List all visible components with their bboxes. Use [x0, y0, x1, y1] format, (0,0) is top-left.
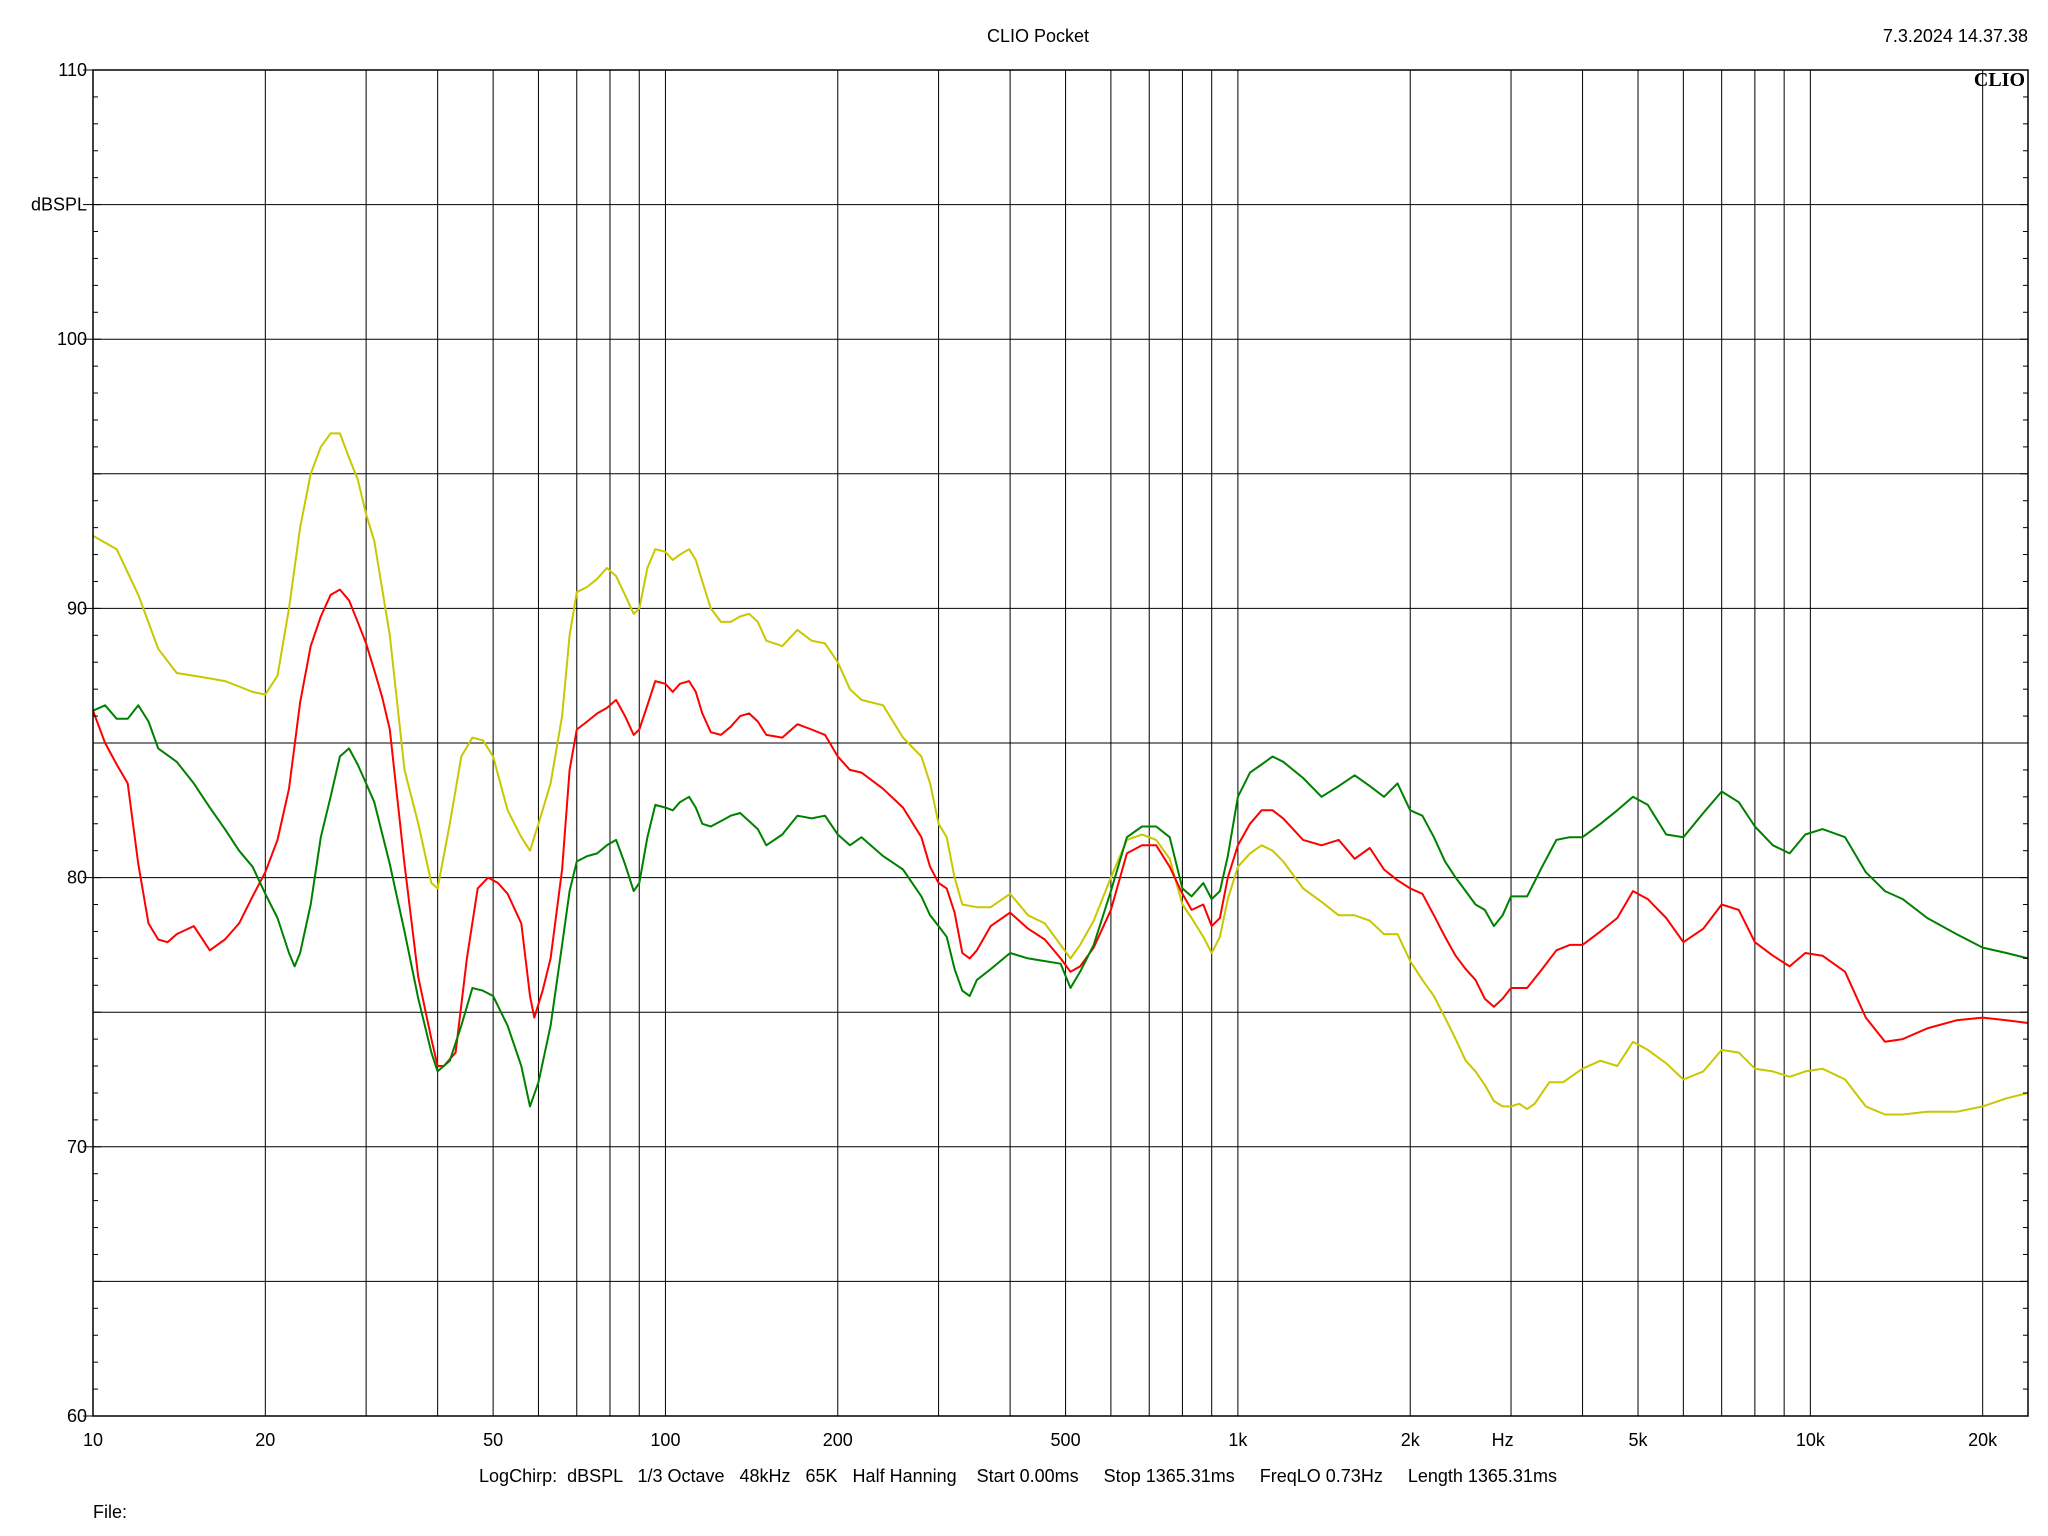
y-axis: 60 70 80 90 100 110 dBSPL [31, 60, 2028, 1426]
file-label: File: [93, 1502, 127, 1522]
chart-title: CLIO Pocket [987, 26, 1089, 46]
x-tick-label: 1k [1228, 1430, 1248, 1450]
grid [93, 70, 2028, 1416]
x-tick-label: 2k [1401, 1430, 1421, 1450]
clio-logo: CLIO [1974, 69, 2025, 91]
series-group [92, 432, 2029, 1116]
x-axis: 10 20 50 100 200 500 1k 2k 5k 10k 20k Hz [83, 1430, 1998, 1450]
measurement-settings: LogChirp: dBSPL 1/3 Octave 48kHz 65K Hal… [479, 1466, 1557, 1486]
x-tick-label: 200 [823, 1430, 853, 1450]
y-tick-label: 90 [67, 598, 87, 618]
x-tick-label: 20 [255, 1430, 275, 1450]
y-tick-label: 110 [58, 60, 87, 80]
x-tick-label: 50 [483, 1430, 503, 1450]
series-line-1 [92, 432, 2029, 1116]
y-tick-label: 100 [57, 329, 87, 349]
series-line-3 [92, 704, 2029, 1108]
y-tick-label: 70 [67, 1137, 87, 1157]
y-tick-label: 60 [67, 1406, 87, 1426]
y-axis-label: dBSPL [31, 195, 87, 215]
series-line-2 [92, 588, 2029, 1067]
x-tick-label: 10k [1796, 1430, 1826, 1450]
x-tick-label: 20k [1968, 1430, 1998, 1450]
x-tick-label: 10 [83, 1430, 103, 1450]
x-tick-label: 5k [1629, 1430, 1649, 1450]
timestamp: 7.3.2024 14.37.38 [1883, 26, 2028, 46]
x-axis-label: Hz [1492, 1430, 1514, 1450]
x-tick-label: 500 [1051, 1430, 1081, 1450]
y-tick-label: 80 [67, 868, 87, 888]
x-tick-label: 100 [650, 1430, 680, 1450]
